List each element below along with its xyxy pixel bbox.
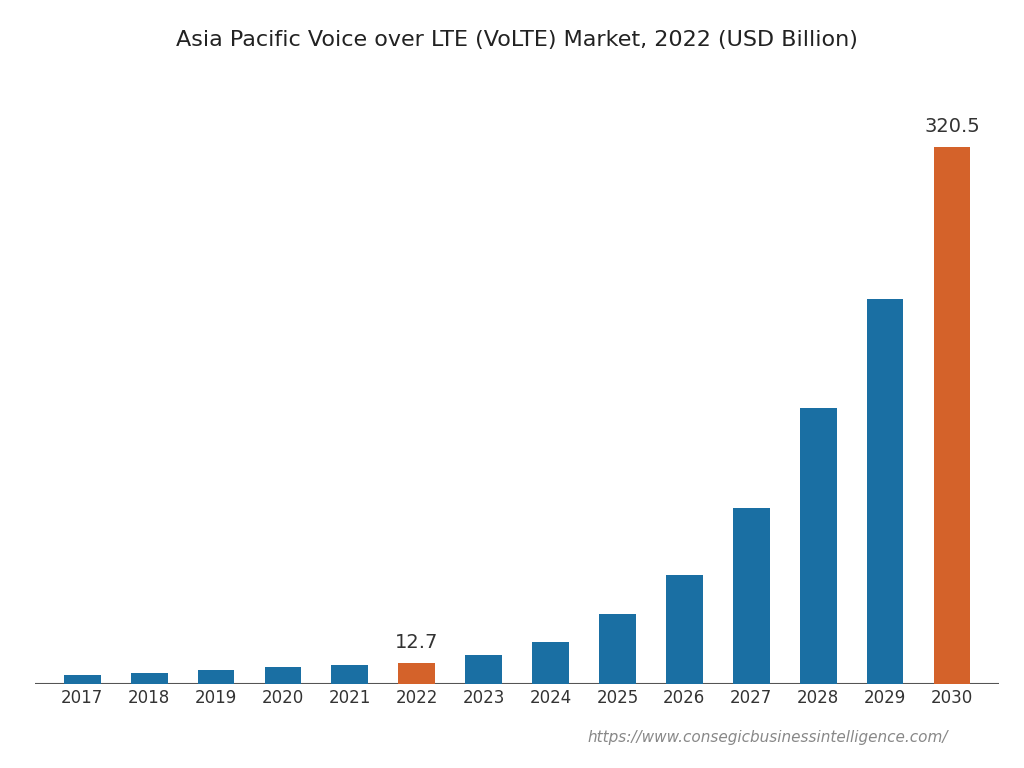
Bar: [532, 642, 569, 684]
Text: 12.7: 12.7: [395, 633, 438, 652]
Bar: [800, 408, 837, 684]
Bar: [264, 667, 301, 684]
Bar: [866, 299, 903, 684]
Bar: [465, 655, 502, 684]
Bar: [198, 670, 234, 684]
Bar: [934, 147, 971, 684]
Title: Asia Pacific Voice over LTE (VoLTE) Market, 2022 (USD Billion): Asia Pacific Voice over LTE (VoLTE) Mark…: [176, 31, 858, 51]
Bar: [398, 663, 435, 684]
Bar: [131, 673, 168, 684]
Bar: [599, 614, 636, 684]
Text: 320.5: 320.5: [924, 118, 980, 137]
Text: https://www.consegicbusinessintelligence.com/: https://www.consegicbusinessintelligence…: [588, 730, 948, 745]
Bar: [733, 508, 770, 684]
Bar: [666, 575, 702, 684]
Bar: [63, 675, 100, 684]
Bar: [332, 665, 369, 684]
